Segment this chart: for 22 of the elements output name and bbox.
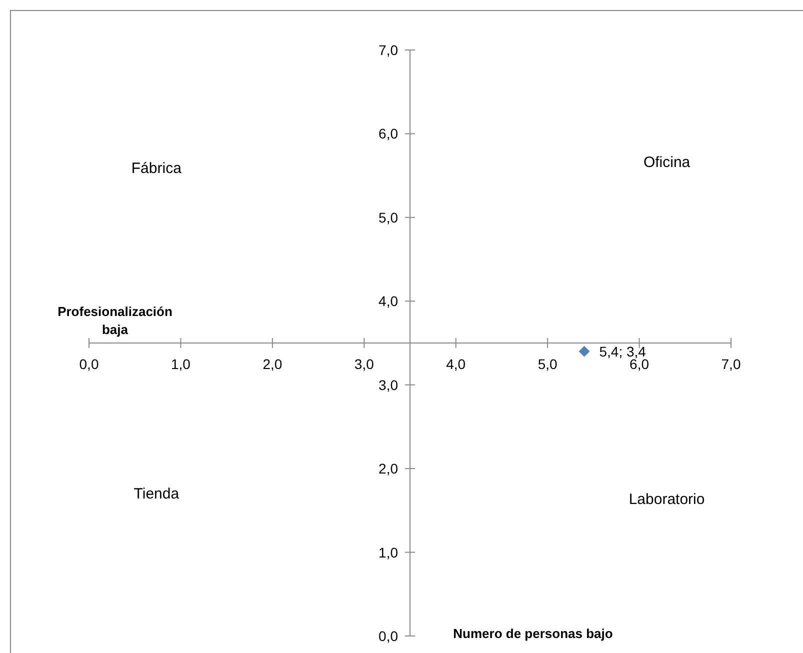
- x-tick-label: 2,0: [262, 356, 282, 372]
- x-axis-title: Profesionalización baja: [58, 304, 172, 337]
- y-tick-label: 1,0: [378, 544, 398, 560]
- annotation: Fábrica: [131, 160, 182, 178]
- x-tick-label: 4,0: [446, 356, 466, 372]
- y-tick-label: 5,0: [378, 209, 398, 226]
- y-axis-title: Numero de personas bajo: [453, 626, 613, 641]
- y-tick-label: 0,0: [378, 628, 398, 644]
- x-tick-label: 1,0: [170, 356, 191, 372]
- x-tick-label: 5,0: [538, 356, 558, 372]
- annotation: Laboratorio: [628, 491, 705, 508]
- x-tick-label: 3,0: [354, 356, 374, 372]
- annotation: Tienda: [134, 485, 180, 502]
- y-tick-label: 3,0: [378, 376, 398, 393]
- y-tick-label: 6,0: [378, 126, 398, 142]
- x-tick-label: 7,0: [721, 356, 741, 372]
- y-tick-label: 4,0: [378, 293, 398, 310]
- y-tick-label: 2,0: [378, 460, 398, 477]
- y-tick-label: 7,0: [378, 42, 398, 58]
- annotation: Oficina: [643, 154, 691, 172]
- x-tick-label: 0,0: [79, 356, 99, 372]
- data-label: 5,4; 3,4: [599, 343, 646, 360]
